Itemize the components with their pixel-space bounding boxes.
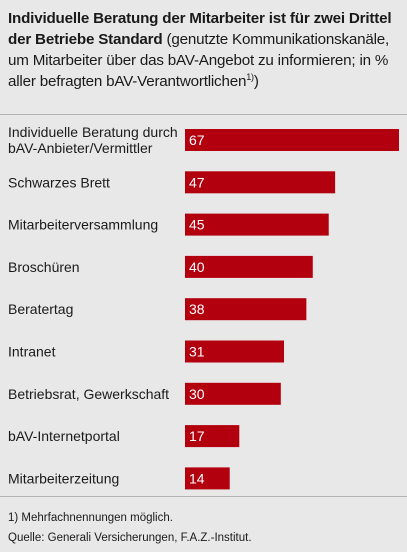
footnote-multiple-answers: 1) Mehrfachnennungen möglich. bbox=[8, 512, 173, 524]
value-label-bav-internetportal: 17 bbox=[189, 428, 205, 444]
bar-mitarbeiterzeitung bbox=[185, 467, 230, 490]
value-label-beratertag: 38 bbox=[189, 301, 205, 317]
category-label-line: Mitarbeiterversammlung bbox=[8, 217, 158, 233]
bar-schwarzes-brett bbox=[185, 171, 336, 194]
bar-bav-internetportal bbox=[185, 425, 240, 448]
category-label-line: bAV-Internetportal bbox=[8, 428, 120, 444]
category-label-bav-internetportal: bAV-Internetportal bbox=[8, 428, 120, 444]
category-label-line: Intranet bbox=[8, 344, 56, 360]
bar-individuelle-beratung-durch-bav-anbieter-vermittler bbox=[185, 129, 399, 151]
value-label-schwarzes-brett: 47 bbox=[189, 174, 205, 190]
category-label-mitarbeiterversammlung: Mitarbeiterversammlung bbox=[8, 217, 158, 233]
bar-brosch-ren bbox=[185, 255, 313, 278]
footnote-source: Quelle: Generali Versicherungen, F.A.Z.-… bbox=[8, 532, 252, 544]
category-label-line: bAV-Anbieter/Vermittler bbox=[8, 140, 153, 156]
title-footnote-marker: 1) bbox=[246, 71, 254, 82]
value-label-brosch-ren: 40 bbox=[189, 259, 205, 275]
chart-title-subtitle: (genutzte Kommunikationskanäle, um Mitar… bbox=[8, 31, 390, 90]
bar-intranet bbox=[185, 340, 285, 363]
bar-chart: Individuelle Beratung durch bAV-Anbieter/… bbox=[8, 124, 399, 490]
value-label-individuelle-beratung-durch-bav-anbieter-vermittler: 67 bbox=[189, 132, 205, 148]
category-label-line: Individuelle Beratung durch bbox=[8, 124, 178, 140]
title-closing: ) bbox=[253, 73, 259, 90]
category-label-line: Schwarzes Brett bbox=[8, 174, 110, 190]
value-label-mitarbeiterzeitung: 14 bbox=[189, 470, 205, 486]
category-label-schwarzes-brett: Schwarzes Brett bbox=[8, 174, 110, 190]
category-label-line: Broschüren bbox=[8, 259, 80, 275]
bar-betriebsrat-gewerkschaft bbox=[185, 382, 281, 405]
chart-title: Individuelle Beratung der Mitarbeiter is… bbox=[8, 8, 402, 92]
bar-mitarbeiterversammlung bbox=[185, 213, 329, 236]
category-label-intranet: Intranet bbox=[8, 344, 56, 360]
category-label-mitarbeiterzeitung: Mitarbeiterzeitung bbox=[8, 470, 119, 486]
category-label-individuelle-beratung-durch-bav-anbieter-vermittler: Individuelle Beratung durch bAV-Anbieter/… bbox=[8, 124, 178, 156]
bar-beratertag bbox=[185, 298, 307, 321]
category-label-line: Beratertag bbox=[8, 301, 73, 317]
top-divider bbox=[0, 114, 407, 115]
category-label-betriebsrat-gewerkschaft: Betriebsrat, Gewerkschaft bbox=[8, 386, 169, 402]
value-label-mitarbeiterversammlung: 45 bbox=[189, 217, 205, 233]
chart-title-bold: Individuelle Beratung der Mitarbeiter is… bbox=[8, 10, 392, 48]
value-label-betriebsrat-gewerkschaft: 30 bbox=[189, 386, 205, 402]
category-label-line: Betriebsrat, Gewerkschaft bbox=[8, 386, 169, 402]
category-label-beratertag: Beratertag bbox=[8, 301, 73, 317]
category-label-line: Mitarbeiterzeitung bbox=[8, 470, 119, 486]
bottom-divider bbox=[0, 496, 407, 497]
category-label-brosch-ren: Broschüren bbox=[8, 259, 80, 275]
value-label-intranet: 31 bbox=[189, 344, 205, 360]
